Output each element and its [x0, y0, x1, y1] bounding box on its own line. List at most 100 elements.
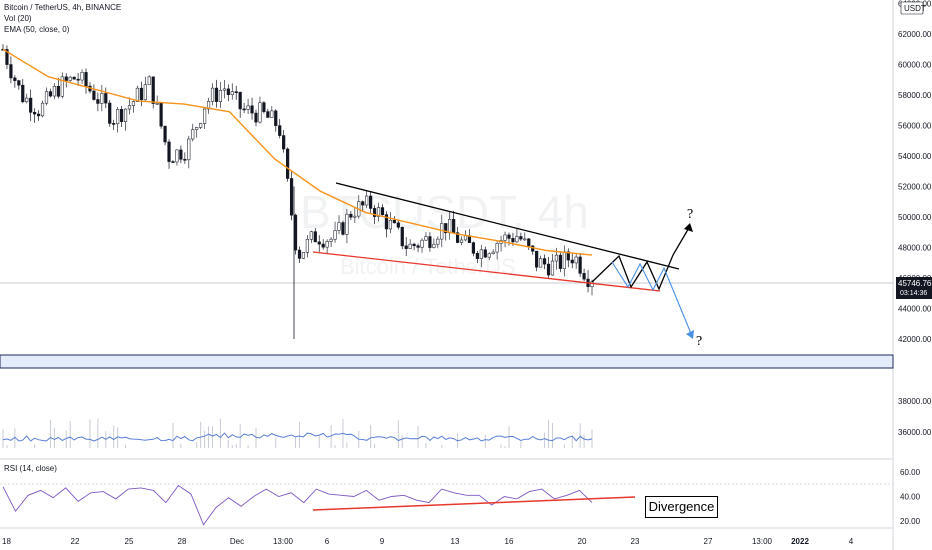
- candle-body: [17, 80, 21, 86]
- candle-body: [135, 87, 140, 102]
- time-tick-label: 2022: [791, 537, 809, 546]
- price-tick-label: 44000.00: [898, 305, 932, 314]
- time-tick-label: 6: [325, 537, 330, 546]
- time-tick-label: 27: [704, 537, 713, 546]
- candle-body: [52, 86, 56, 97]
- candle-body: [183, 158, 187, 161]
- candle-body: [365, 195, 369, 206]
- candle-body: [452, 219, 456, 234]
- candle-body: [511, 238, 515, 243]
- candle-body: [289, 178, 294, 216]
- volume-ma-line: [2, 432, 593, 442]
- candle-body: [578, 256, 582, 274]
- candle-body: [40, 102, 45, 117]
- price-tick-label: 54000.00: [898, 152, 932, 161]
- divergence-label: Divergence: [645, 496, 718, 518]
- candle-body: [570, 259, 574, 264]
- candle-body: [369, 195, 373, 209]
- candle-body: [519, 236, 523, 240]
- candle-body: [574, 256, 578, 264]
- candle-body: [100, 93, 104, 104]
- candle-body: [84, 72, 88, 87]
- candle-body: [380, 207, 385, 215]
- candle-body: [254, 112, 258, 123]
- candle-body: [286, 148, 290, 179]
- candle-body: [108, 102, 112, 124]
- candle-body: [123, 108, 128, 122]
- volume-tick-label: 36000.00: [898, 428, 932, 437]
- price-tick-label: 58000.00: [898, 91, 932, 100]
- candle-body: [258, 102, 262, 123]
- candle-body: [203, 108, 207, 124]
- candle-body: [274, 110, 278, 126]
- price-tick-label: 48000.00: [898, 244, 932, 253]
- candle-body: [376, 207, 381, 217]
- candle-body: [68, 76, 72, 81]
- price-tick-label: 56000.00: [898, 122, 932, 131]
- bullish-arrow-head: [684, 223, 693, 232]
- rsi-indicator-label[interactable]: RSI (14, close): [4, 464, 57, 473]
- candle-body: [270, 110, 274, 118]
- symbol-title[interactable]: Bitcoin / TetherUS, 4h, BINANCE: [4, 3, 122, 12]
- candle-body: [372, 208, 377, 217]
- candle-body: [104, 93, 108, 104]
- time-tick-label: 20: [578, 537, 587, 546]
- candle-body: [301, 252, 306, 259]
- candle-body: [392, 219, 396, 224]
- candle-body: [36, 113, 41, 117]
- candle-body: [582, 273, 586, 280]
- candle-body: [507, 234, 511, 239]
- candle-body: [163, 125, 167, 143]
- candle-body: [282, 135, 286, 150]
- time-tick-label: 25: [125, 537, 134, 546]
- candle-body: [432, 243, 436, 248]
- support-zone: [0, 354, 894, 369]
- candle-body: [444, 223, 448, 234]
- candle-body: [151, 76, 155, 104]
- candle-body: [96, 99, 100, 104]
- candle-body: [191, 129, 195, 140]
- candle-body: [317, 241, 321, 245]
- time-tick-label: 13:00: [273, 537, 294, 546]
- candle-body: [475, 252, 479, 259]
- rsi-tick-label: 40.00: [900, 493, 921, 502]
- price-tick-label: 50000.00: [898, 213, 932, 222]
- candle-body: [471, 242, 476, 254]
- time-tick-label: 13: [451, 537, 460, 546]
- candle-body: [278, 125, 282, 136]
- rsi-line: [2, 484, 593, 526]
- candle-body: [21, 84, 25, 103]
- time-tick-label: 23: [631, 537, 640, 546]
- candle-body: [321, 243, 325, 248]
- candle-body: [428, 236, 432, 248]
- candle-body: [246, 105, 250, 110]
- candle-body: [222, 88, 226, 91]
- candle-body: [230, 91, 234, 96]
- candle-body: [546, 263, 551, 276]
- candle-body: [491, 251, 495, 255]
- candle-body: [155, 102, 159, 105]
- candle-body: [76, 78, 80, 81]
- candle-body: [590, 281, 594, 288]
- candle-body: [416, 245, 420, 248]
- time-tick-label: 18: [2, 537, 11, 546]
- candle-body: [5, 49, 9, 65]
- rsi-divergence-line: [312, 496, 636, 511]
- volume-indicator-label[interactable]: Vol (20): [4, 14, 32, 23]
- currency-label: USDT: [904, 4, 926, 13]
- candle-body: [412, 243, 416, 247]
- candle-body: [143, 84, 147, 101]
- volume-tick-label: 38000.00: [898, 397, 932, 406]
- candle-body: [29, 97, 33, 113]
- candle-body: [539, 258, 543, 268]
- candle-body: [542, 258, 547, 265]
- candle-body: [333, 230, 337, 240]
- price-tick-label: 52000.00: [898, 183, 932, 192]
- candle-body: [92, 90, 96, 100]
- candle-body: [175, 149, 179, 163]
- candle-body: [459, 239, 464, 243]
- candle-body: [550, 260, 555, 276]
- ema-indicator-label[interactable]: EMA (50, close, 0): [4, 25, 70, 34]
- candle-body: [206, 101, 211, 110]
- current-price-value: 45746.76: [898, 279, 932, 288]
